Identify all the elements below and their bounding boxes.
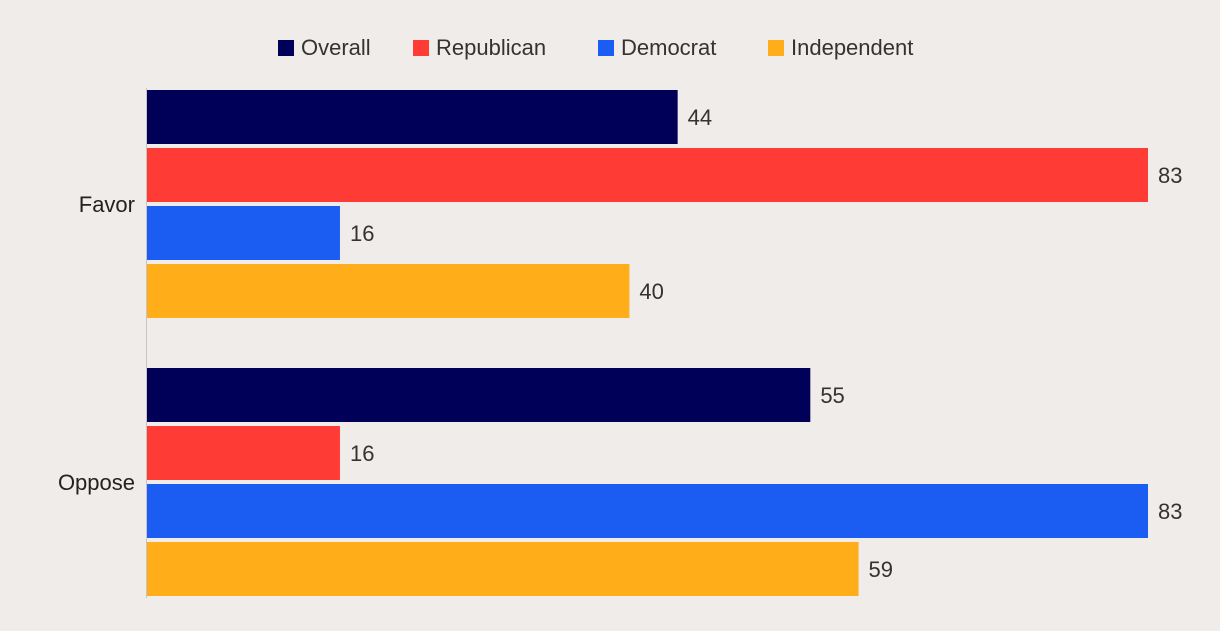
axes: Favor Oppose <box>58 88 147 598</box>
bar-favor-overall <box>147 90 678 144</box>
bar-favor-republican <box>147 148 1148 202</box>
data-label-oppose-democrat: 83 <box>1158 499 1182 524</box>
legend-swatch-independent <box>768 40 784 56</box>
bars <box>147 90 1148 596</box>
legend-label-independent: Independent <box>791 35 913 60</box>
category-label-favor: Favor <box>79 192 135 217</box>
data-label-oppose-independent: 59 <box>869 557 893 582</box>
data-labels: 44 83 16 40 55 16 83 59 <box>350 105 1183 582</box>
bar-oppose-independent <box>147 542 859 596</box>
data-label-oppose-overall: 55 <box>820 383 844 408</box>
bar-oppose-republican <box>147 426 340 480</box>
legend: Overall Republican Democrat Independent <box>278 35 913 60</box>
bar-favor-independent <box>147 264 630 318</box>
legend-swatch-republican <box>413 40 429 56</box>
data-label-favor-republican: 83 <box>1158 163 1182 188</box>
bar-favor-democrat <box>147 206 340 260</box>
legend-label-republican: Republican <box>436 35 546 60</box>
data-label-favor-independent: 40 <box>639 279 663 304</box>
data-label-oppose-republican: 16 <box>350 441 374 466</box>
data-label-favor-overall: 44 <box>688 105 712 130</box>
legend-swatch-overall <box>278 40 294 56</box>
legend-swatch-democrat <box>598 40 614 56</box>
bar-oppose-democrat <box>147 484 1148 538</box>
legend-label-overall: Overall <box>301 35 371 60</box>
data-label-favor-democrat: 16 <box>350 221 374 246</box>
category-label-oppose: Oppose <box>58 470 135 495</box>
bar-oppose-overall <box>147 368 811 422</box>
legend-label-democrat: Democrat <box>621 35 716 60</box>
